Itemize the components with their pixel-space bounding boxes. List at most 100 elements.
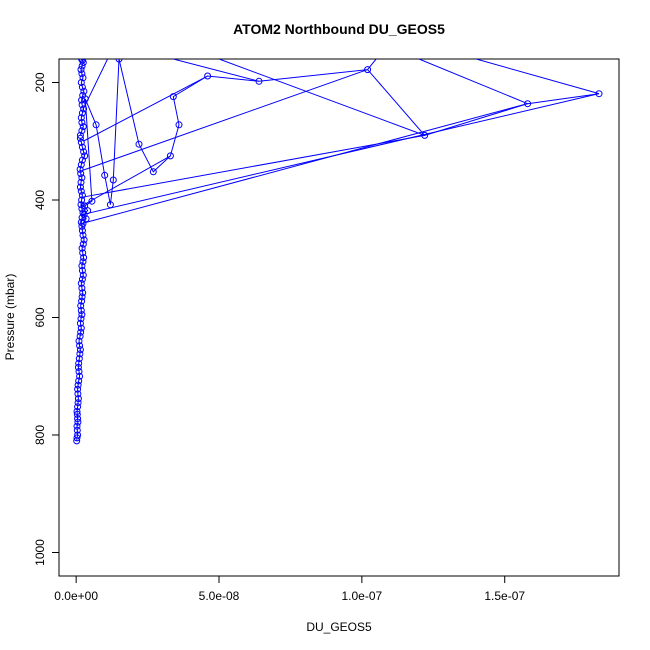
data-point [77,161,85,169]
data-point [77,315,85,323]
data-point [74,390,82,398]
x-axis-label: DU_GEOS5 [306,620,372,634]
data-point [92,121,100,129]
y-tick-label: 800 [33,425,47,445]
data-point [79,271,87,279]
plot-frame [58,58,620,577]
data-point [77,79,85,86]
series-segment [218,59,425,136]
data-point [78,59,86,63]
data-point [76,342,84,350]
data-point [79,249,87,257]
data-point [79,123,87,131]
series-segment [476,59,600,95]
data-point [524,100,532,108]
data-point [78,293,86,301]
data-point [80,105,88,113]
data-point [77,187,85,195]
data-point [78,244,86,252]
data-point [76,319,84,327]
data-point [78,174,86,182]
data-point [73,422,81,430]
data-point [78,227,86,235]
data-point [81,202,89,210]
series-line [82,59,600,224]
series-segment [173,59,260,82]
data-point [78,96,86,104]
data-point [88,197,96,205]
data-point [80,254,88,262]
data-point [81,152,89,160]
data-point [78,191,86,199]
data-point [115,59,123,63]
data-point [74,415,82,423]
data-point [73,408,81,415]
data-point [82,215,90,223]
series-segment [82,59,109,110]
data-point [78,262,86,270]
data-point [78,297,86,305]
data-point [76,183,84,191]
y-tick-label: 1000 [33,539,47,566]
data-point [75,368,83,375]
data-point [77,170,85,178]
data-point [74,418,82,426]
data-point [76,346,84,354]
data-point [79,258,87,266]
data-point [77,302,85,310]
data-point [74,403,82,411]
data-point [73,426,81,434]
data-point [79,289,87,297]
data-point [78,127,86,135]
data-point [75,359,83,367]
series-segment [81,103,528,224]
data-point [76,131,84,139]
data-point [78,83,86,91]
data-point [175,121,183,129]
x-tick-label: 5.0e-08 [199,589,240,603]
data-point [78,119,86,126]
y-tick-label: 600 [33,307,47,327]
y-tick-label: 400 [33,190,47,210]
data-point [79,74,87,82]
data-point [78,284,86,292]
data-point [204,72,212,80]
data-point [78,196,86,204]
data-point [80,236,88,244]
y-axis-label: Pressure (mbar) [3,274,17,361]
data-point [74,381,82,389]
series-segment [418,59,528,105]
data-point [149,168,157,176]
y-axis: 200 400 600 800 1000 [33,72,60,566]
data-point [75,337,83,345]
x-tick-label: 0.0e+00 [54,589,98,603]
data-point [79,231,87,239]
data-point [78,109,86,117]
data-point [78,267,86,274]
data-point [78,59,86,64]
data-point [78,156,86,164]
data-point [77,138,85,146]
data-point [73,410,81,418]
data-point [255,77,263,85]
data-point [166,152,174,160]
data-point [79,240,87,248]
series-segment [81,93,600,216]
data-point [77,66,85,74]
data-point [76,350,84,358]
series-segment [81,69,368,172]
data-point [364,66,372,74]
data-point [595,90,603,98]
x-tick-label: 1.0e-07 [342,589,383,603]
data-point [80,211,88,219]
data-point [80,148,88,156]
data-point [109,176,117,184]
data-point [74,363,82,371]
series-layer [73,59,603,445]
data-point [78,143,86,151]
data-point [79,220,87,227]
data-point [74,395,82,403]
data-point [78,311,86,319]
data-point [73,434,81,442]
data-point [101,171,109,179]
